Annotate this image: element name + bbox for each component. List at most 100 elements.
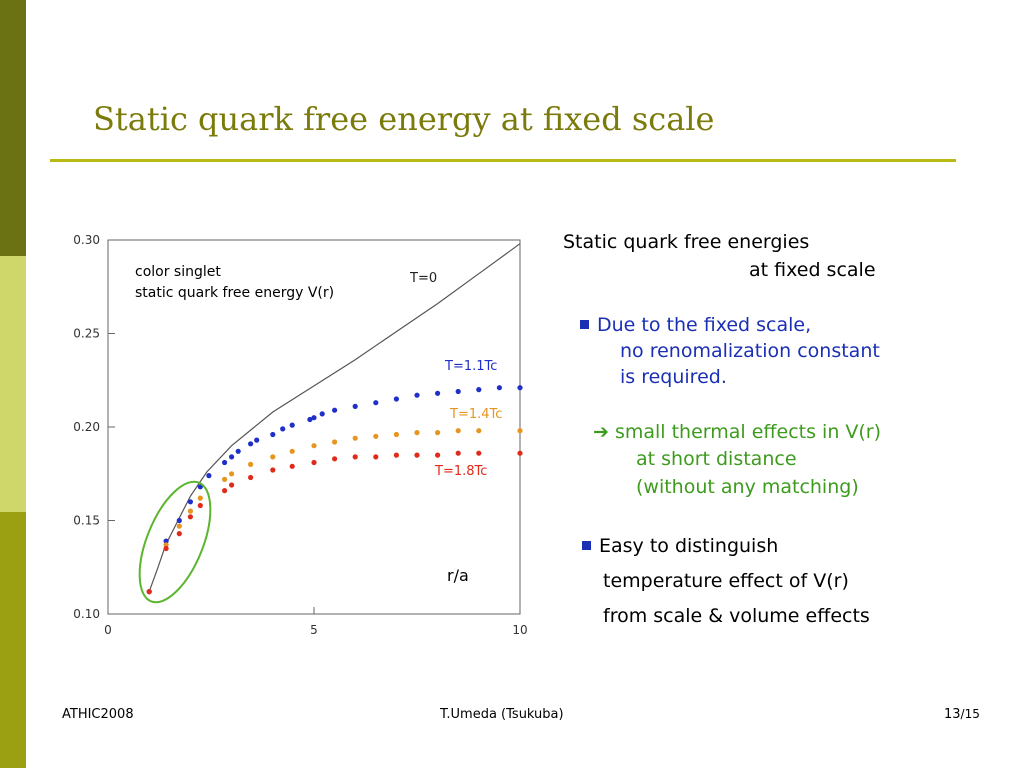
x-tick-label: 5 (310, 623, 318, 637)
data-point-series-3 (229, 482, 235, 488)
data-point-series-1 (455, 388, 461, 395)
data-point-series-1 (311, 415, 317, 421)
data-point-series-1 (163, 538, 169, 544)
square-bullet-icon (580, 320, 589, 329)
bullet-1-line-1: Due to the fixed scale, (580, 314, 811, 336)
data-point-series-2 (393, 431, 399, 438)
data-point-series-3 (373, 454, 379, 460)
free-energy-chart: 0 5 10 0.10 0.15 0.20 0.25 0.30 color singlet s… (73, 233, 527, 637)
footer-author: T.Umeda (Tsukuba) (440, 707, 564, 722)
data-point-series-2 (373, 433, 379, 439)
data-point-series-3 (517, 450, 523, 456)
legend-t14: T=1.4Tc (449, 407, 502, 422)
data-point-series-3 (248, 474, 254, 481)
data-point-series-1 (176, 517, 182, 524)
data-point-series-1 (373, 400, 379, 406)
data-point-series-2 (163, 542, 169, 548)
data-point-series-1 (187, 499, 193, 505)
data-point-series-1 (332, 407, 338, 413)
y-tick-label: 0.20 (73, 420, 100, 434)
data-point-series-2 (455, 428, 461, 434)
data-point-series-2 (187, 508, 193, 514)
data-point-series-3 (289, 463, 295, 469)
data-point-series-3 (414, 452, 420, 458)
bullet-1-line-2: no renomalization constant (620, 340, 880, 362)
data-point-series-3 (222, 488, 228, 494)
heading-line-2: at fixed scale (749, 259, 876, 281)
data-point-series-1 (307, 416, 313, 423)
data-point-series-2 (222, 476, 228, 482)
arrow-line-1: ➔ small thermal effects in V(r) (593, 421, 882, 443)
data-point-series-3 (187, 514, 193, 520)
y-tick-label: 0.15 (73, 514, 100, 528)
footer-page-number: 13/15 (944, 707, 980, 722)
data-point-series-2 (435, 430, 441, 436)
data-point-series-3 (435, 452, 441, 458)
data-point-series-2 (352, 435, 358, 441)
data-point-series-1 (206, 473, 212, 479)
data-point-series-1 (254, 437, 260, 443)
data-point-series-1 (289, 422, 295, 428)
data-point-series-1 (235, 448, 241, 454)
sidebar-band-middle (0, 256, 26, 512)
data-point-series-2 (270, 454, 276, 460)
data-point-series-1 (280, 426, 286, 432)
data-point-series-1 (435, 390, 441, 396)
data-point-series-2 (197, 495, 203, 501)
page-total: /15 (960, 707, 980, 721)
data-point-series-2 (311, 443, 317, 449)
data-point-series-3 (197, 502, 203, 509)
data-point-series-3 (270, 467, 276, 473)
arrow-line-2: at short distance (636, 448, 797, 470)
data-point-series-3 (146, 589, 152, 595)
heading-line-1: Static quark free energies (563, 231, 810, 253)
legend-t18: T=1.8Tc (434, 464, 487, 479)
data-point-series-1 (270, 431, 276, 438)
data-point-series-3 (352, 454, 358, 460)
sidebar-band-top (0, 0, 26, 256)
title-divider (50, 159, 956, 162)
data-point-series-3 (332, 456, 338, 462)
x-tick-label: 10 (512, 623, 527, 637)
legend-t11: T=1.1Tc (444, 359, 497, 374)
data-point-series-1 (414, 392, 420, 398)
data-point-series-3 (393, 452, 399, 458)
square-bullet-icon (582, 541, 591, 550)
data-point-series-3 (476, 450, 482, 456)
bullet-2-line-1: Easy to distinguish (582, 535, 778, 557)
sidebar-band-bottom (0, 512, 26, 768)
slide-title: Static quark free energy at fixed scale (93, 100, 715, 138)
x-tick-label: 0 (104, 623, 112, 637)
data-point-series-2 (332, 439, 338, 445)
x-axis-label: r/a (447, 566, 469, 585)
sidebar-decoration (0, 0, 26, 768)
y-tick-label: 0.25 (73, 327, 100, 341)
arrow-line-3: (without any matching) (636, 476, 859, 498)
data-point-series-1 (517, 385, 523, 391)
data-point-series-1 (248, 441, 254, 447)
data-point-series-3 (455, 450, 461, 456)
data-point-series-1 (197, 484, 203, 490)
bullet-2-text: Easy to distinguish (599, 535, 779, 557)
data-point-series-1 (476, 387, 482, 393)
bullet-2-line-2: temperature effect of V(r) (603, 570, 849, 592)
data-point-series-1 (229, 454, 235, 460)
footer-event: ATHIC2008 (62, 707, 134, 722)
annotation-line-2: static quark free energy V(r) (135, 285, 334, 301)
data-point-series-1 (319, 411, 325, 417)
data-point-series-2 (176, 523, 182, 529)
bullet-1-line-3: is required. (620, 366, 727, 388)
data-point-series-3 (163, 545, 169, 552)
data-point-series-3 (176, 531, 182, 537)
annotation-line-1: color singlet (135, 264, 221, 280)
data-point-series-1 (393, 396, 399, 402)
data-point-series-3 (311, 459, 317, 466)
data-point-series-2 (476, 428, 482, 434)
bullet-2-line-3: from scale & volume effects (603, 605, 870, 627)
data-point-series-2 (414, 430, 420, 436)
data-point-series-2 (289, 448, 295, 454)
data-point-series-2 (229, 471, 235, 477)
data-point-series-2 (248, 461, 254, 467)
y-tick-label: 0.10 (73, 607, 100, 621)
data-point-series-1 (352, 403, 358, 409)
